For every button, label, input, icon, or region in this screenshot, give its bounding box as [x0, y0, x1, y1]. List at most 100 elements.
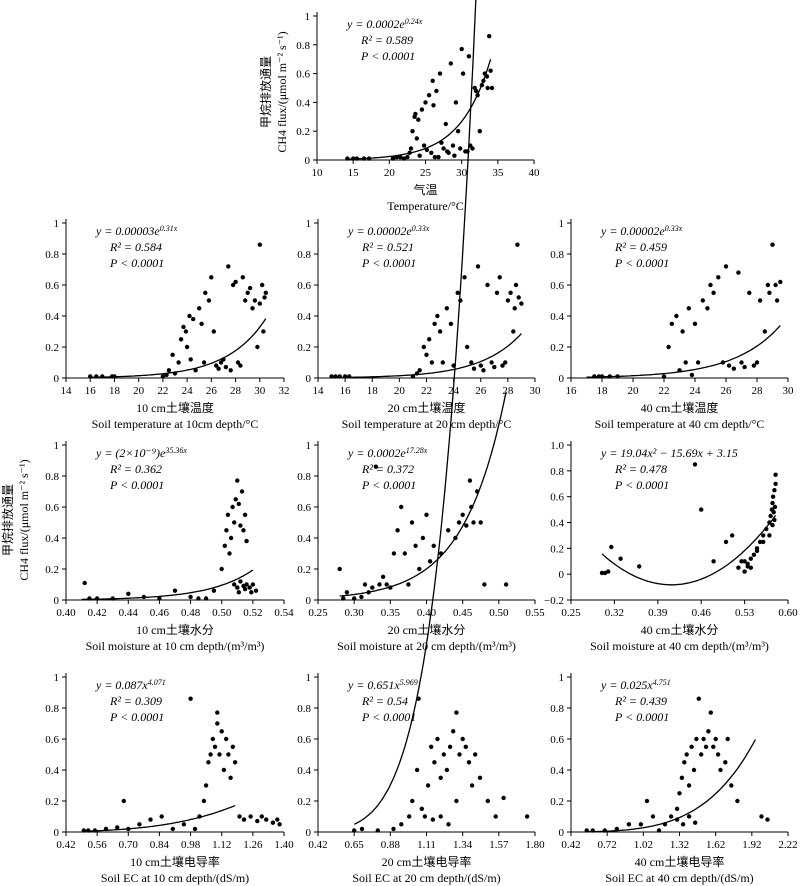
- data-point: [590, 828, 595, 833]
- data-point: [399, 822, 404, 827]
- data-point: [416, 696, 421, 701]
- data-point: [248, 814, 253, 819]
- x-axis-title-en: Soil temperature at 10cm depth/°C: [92, 417, 259, 431]
- data-point: [462, 275, 467, 280]
- data-point: [584, 828, 589, 833]
- data-point: [452, 153, 457, 158]
- data-point: [596, 374, 602, 379]
- r-squared: R² = 0.584: [109, 240, 162, 254]
- chart-panel-soil-ec-10: 0.42 0.56 0.70 0.84 0.98 1.12 1.26 1.40 0 0.2 0.4 0…: [45, 672, 294, 885]
- x-tick-label: 1.34: [453, 839, 473, 851]
- x-tick-label: 0.60: [778, 607, 798, 619]
- data-point: [410, 129, 415, 134]
- x-tick-label: 0.25: [561, 607, 581, 619]
- data-point: [711, 559, 716, 564]
- data-point: [100, 374, 105, 379]
- data-point: [489, 85, 495, 91]
- data-point: [700, 298, 705, 303]
- data-point: [126, 826, 131, 832]
- data-point: [677, 368, 682, 373]
- data-point: [489, 360, 494, 365]
- data-point: [181, 324, 186, 330]
- p-value: P < 0.0001: [109, 478, 164, 492]
- y-tick-label: 0: [306, 373, 312, 385]
- data-point: [441, 146, 446, 151]
- data-point: [424, 147, 430, 153]
- x-tick-label: 0.42: [56, 839, 75, 851]
- data-point: [668, 814, 674, 819]
- data-point: [209, 275, 214, 280]
- y-axis-label-en: CH4 flux/(μmol m⁻² s⁻¹): [275, 31, 289, 152]
- x-tick-label: 32: [279, 385, 290, 397]
- data-point: [460, 71, 466, 76]
- data-point: [735, 798, 740, 804]
- data-point: [227, 551, 232, 556]
- data-point: [188, 696, 193, 701]
- x-tick-label: 0.46: [692, 607, 712, 619]
- data-point: [252, 298, 258, 303]
- data-point: [451, 729, 456, 734]
- data-point: [615, 374, 620, 379]
- x-tick-label: 0.50: [489, 607, 509, 619]
- x-tick-label: 1.12: [212, 839, 231, 851]
- data-point: [366, 156, 372, 161]
- data-point: [773, 481, 778, 486]
- data-point: [407, 150, 412, 155]
- data-point: [689, 744, 694, 749]
- data-point: [222, 543, 227, 548]
- x-axis-title-en: Soil EC at 20 cm depth/(dS/m): [352, 871, 500, 885]
- data-point: [432, 321, 437, 326]
- fit-equation: y = (2×10⁻⁹)e35.36x: [95, 446, 187, 461]
- data-point: [333, 374, 338, 379]
- data-point: [187, 313, 192, 319]
- data-point: [742, 569, 747, 574]
- data-point: [230, 744, 235, 749]
- data-point: [391, 551, 397, 556]
- data-point: [485, 282, 490, 288]
- x-tick-label: 26: [721, 385, 733, 397]
- data-point: [739, 360, 744, 365]
- data-point: [230, 282, 236, 288]
- data-point: [424, 352, 429, 357]
- y-tick-label: 0.8: [297, 249, 311, 261]
- data-point: [718, 767, 723, 773]
- data-point: [257, 301, 262, 306]
- data-point: [388, 585, 393, 590]
- x-tick-label: 1.26: [243, 839, 263, 851]
- x-tick-label: 28: [230, 385, 242, 397]
- x-tick-label: 1.92: [742, 839, 761, 851]
- data-point: [725, 736, 730, 742]
- y-tick-label: 1: [306, 672, 312, 684]
- data-point: [398, 154, 403, 160]
- data-point: [157, 596, 162, 601]
- data-point: [92, 828, 98, 833]
- y-tick-label: 0.8: [45, 471, 59, 483]
- y-tick-label: −0.2: [544, 595, 564, 607]
- data-point: [391, 826, 396, 832]
- chart-panel-soil-ec-20: 0.42 0.65 0.88 1.11 1.34 1.57 1.8000.20.40.60.…: [297, 0, 545, 885]
- x-tick-label: 0.30: [345, 607, 365, 619]
- x-tick-label: 0.54: [274, 607, 294, 619]
- x-tick-label: 0.98: [181, 839, 201, 851]
- y-axis-label-middle: 甲烷排放通量 CH4 flux/(μmol m⁻² s⁻¹): [0, 459, 31, 580]
- y-tick-label: 0: [54, 827, 60, 839]
- data-point: [159, 814, 164, 819]
- data-point: [469, 504, 474, 510]
- data-point: [235, 478, 240, 483]
- data-point: [217, 752, 222, 757]
- data-point: [768, 513, 773, 519]
- fit-curve: [586, 739, 756, 833]
- data-point: [606, 569, 611, 574]
- data-point: [424, 512, 429, 517]
- fit-curve: [83, 804, 236, 832]
- x-tick-label: 22: [157, 385, 168, 397]
- data-point: [637, 564, 642, 569]
- data-point: [210, 736, 215, 742]
- data-point: [599, 374, 605, 379]
- r-squared: R² = 0.372: [361, 462, 414, 476]
- data-point: [203, 783, 209, 788]
- y-tick-label: 0.2: [550, 342, 564, 354]
- data-point: [650, 814, 656, 819]
- data-point: [666, 344, 671, 350]
- data-point: [224, 528, 229, 533]
